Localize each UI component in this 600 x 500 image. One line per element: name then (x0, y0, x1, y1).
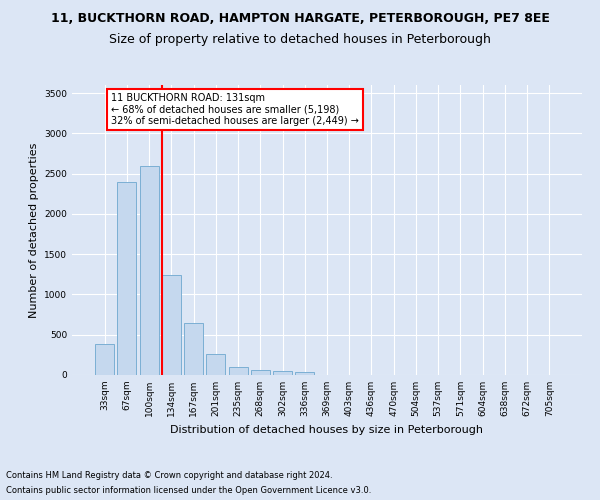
Bar (295, 372, 314, 375)
Y-axis label: Number of detached properties: Number of detached properties (29, 142, 38, 318)
Text: Contains HM Land Registry data © Crown copyright and database right 2024.: Contains HM Land Registry data © Crown c… (6, 471, 332, 480)
Bar (273, 370, 292, 375)
Text: 11 BUCKTHORN ROAD: 131sqm
← 68% of detached houses are smaller (5,198)
32% of se: 11 BUCKTHORN ROAD: 131sqm ← 68% of detac… (112, 93, 359, 126)
Text: Size of property relative to detached houses in Peterborough: Size of property relative to detached ho… (109, 32, 491, 46)
Bar (95, 344, 114, 375)
Bar (162, 275, 181, 375)
Bar (251, 370, 270, 375)
Text: Contains public sector information licensed under the Open Government Licence v3: Contains public sector information licen… (6, 486, 371, 495)
Text: 11, BUCKTHORN ROAD, HAMPTON HARGATE, PETERBOROUGH, PE7 8EE: 11, BUCKTHORN ROAD, HAMPTON HARGATE, PET… (50, 12, 550, 26)
Bar (229, 368, 248, 375)
X-axis label: Distribution of detached houses by size in Peterborough: Distribution of detached houses by size … (170, 424, 484, 434)
Bar (184, 324, 203, 375)
Bar (206, 354, 225, 375)
Bar (118, 182, 136, 375)
Bar (140, 166, 158, 375)
